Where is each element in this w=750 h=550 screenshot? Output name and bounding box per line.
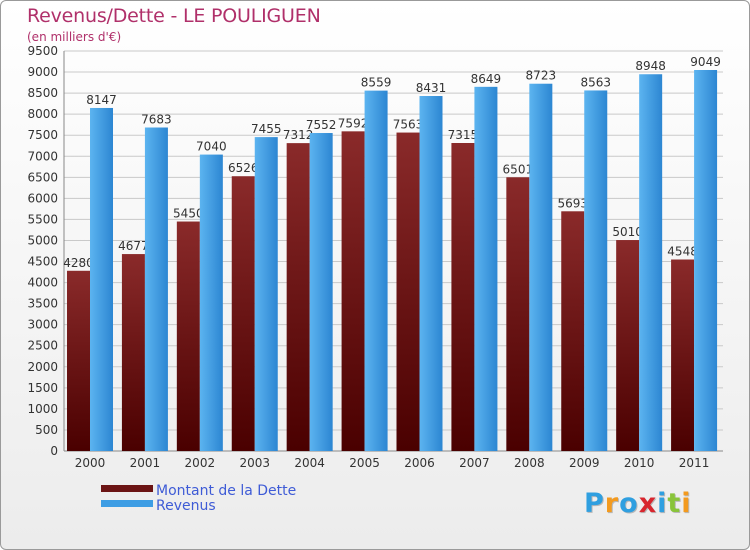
- data-label: 4677: [118, 239, 149, 253]
- logo-letter: o: [619, 488, 639, 519]
- bar-revenus: [529, 83, 553, 451]
- logo-letter: r: [604, 488, 620, 519]
- proxiti-logo: Proxiti: [584, 488, 692, 519]
- logo-letter: P: [584, 488, 605, 519]
- data-label: 7315: [448, 128, 479, 142]
- legend-swatch-revenus: [101, 500, 153, 507]
- bar-dette: [506, 177, 530, 451]
- x-tick-label: 2009: [569, 456, 600, 470]
- data-label: 7455: [251, 122, 282, 136]
- data-label: 6501: [503, 162, 534, 176]
- x-tick-label: 2007: [459, 456, 490, 470]
- y-tick-label: 6500: [27, 170, 58, 184]
- data-label: 7563: [393, 118, 424, 132]
- bar-dette: [176, 221, 200, 451]
- bar-revenus: [639, 74, 663, 452]
- data-label: 7040: [196, 140, 227, 154]
- data-label: 7312: [283, 128, 314, 142]
- y-tick-label: 9000: [27, 65, 58, 79]
- bar-revenus: [199, 154, 223, 451]
- y-tick-label: 4500: [27, 255, 58, 269]
- bar-dette: [561, 211, 585, 451]
- data-label: 8723: [526, 69, 557, 83]
- bar-revenus: [419, 96, 443, 451]
- y-tick-label: 2000: [27, 360, 58, 374]
- data-label: 7683: [141, 113, 172, 127]
- y-tick-label: 1500: [27, 381, 58, 395]
- data-label: 8147: [86, 93, 117, 107]
- bar-revenus: [584, 90, 608, 451]
- logo-letter: t: [667, 488, 682, 519]
- x-tick-label: 2011: [679, 456, 710, 470]
- data-label: 4548: [667, 245, 698, 259]
- y-tick-label: 0: [50, 444, 58, 458]
- bar-dette: [121, 254, 145, 451]
- data-label: 5693: [557, 196, 588, 210]
- bar-revenus: [90, 107, 113, 452]
- x-tick-label: 2002: [185, 456, 216, 470]
- bar-revenus: [254, 137, 278, 451]
- chart-title: Revenus/Dette - LE POULIGUEN: [27, 5, 321, 27]
- x-tick-label: 2005: [349, 456, 380, 470]
- bar-dette: [451, 143, 475, 451]
- data-label: 5450: [173, 207, 204, 221]
- bar-dette: [616, 240, 640, 451]
- y-tick-label: 6000: [27, 191, 58, 205]
- x-tick-label: 2006: [404, 456, 435, 470]
- bar-dette: [286, 143, 310, 451]
- x-tick-label: 2008: [514, 456, 545, 470]
- bar-dette: [396, 132, 420, 451]
- y-tick-label: 3500: [27, 297, 58, 311]
- y-tick-label: 5500: [27, 212, 58, 226]
- y-tick-label: 500: [35, 423, 58, 437]
- bar-revenus: [364, 90, 388, 451]
- logo-letter: x: [638, 488, 658, 519]
- data-label: 8649: [471, 72, 502, 86]
- x-tick-label: 2001: [130, 456, 161, 470]
- bar-revenus: [144, 127, 168, 452]
- x-tick-label: 2003: [239, 456, 270, 470]
- y-tick-label: 7500: [27, 128, 58, 142]
- bar-dette: [671, 259, 695, 451]
- y-tick-label: 7000: [27, 149, 58, 163]
- x-tick-label: 2010: [624, 456, 655, 470]
- logo-letter: i: [681, 488, 692, 519]
- y-tick-label: 1000: [27, 402, 58, 416]
- data-label: 4280: [63, 256, 94, 270]
- y-tick-label: 8000: [27, 107, 58, 121]
- data-label: 5010: [612, 225, 643, 239]
- data-label: 7552: [306, 118, 337, 132]
- logo-letter: i: [657, 488, 668, 519]
- data-label: 8563: [580, 75, 611, 89]
- y-tick-label: 9500: [27, 44, 58, 58]
- data-label: 8431: [416, 81, 447, 95]
- y-tick-label: 3000: [27, 318, 58, 332]
- chart-subtitle: (en milliers d'€): [27, 30, 122, 44]
- bar-dette: [231, 176, 255, 451]
- legend-label-dette: Montant de la Dette: [156, 483, 297, 499]
- y-tick-label: 5000: [27, 233, 58, 247]
- bar-revenus: [694, 69, 718, 451]
- bar-dette: [341, 131, 365, 451]
- data-label: 8948: [635, 59, 666, 73]
- y-tick-label: 2500: [27, 339, 58, 353]
- bar-revenus: [309, 133, 333, 451]
- bar-dette: [67, 270, 90, 451]
- x-tick-label: 2000: [75, 456, 106, 470]
- y-tick-label: 8500: [27, 86, 58, 100]
- legend-swatch-dette: [101, 485, 153, 492]
- bar-revenus: [474, 86, 498, 452]
- legend-label-revenus: Revenus: [156, 498, 216, 514]
- data-label: 7592: [338, 116, 369, 130]
- data-label: 6526: [228, 161, 259, 175]
- data-label: 8559: [361, 76, 392, 90]
- y-tick-label: 4000: [27, 276, 58, 290]
- x-tick-label: 2004: [294, 456, 325, 470]
- data-label: 9049: [690, 55, 721, 69]
